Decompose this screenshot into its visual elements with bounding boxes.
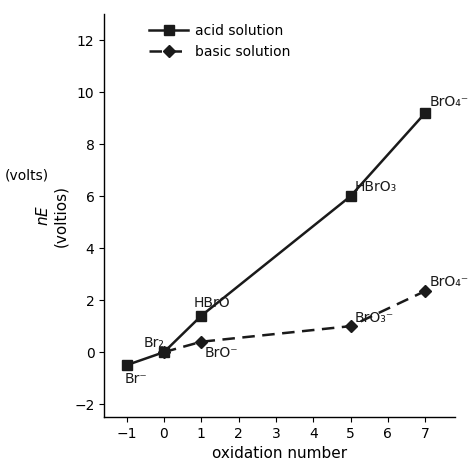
Text: (volts): (volts) — [5, 168, 49, 182]
Text: BrO₄⁻: BrO₄⁻ — [429, 275, 469, 289]
Text: Br₂: Br₂ — [144, 336, 164, 350]
acid solution — [422, 110, 428, 116]
Text: BrO₃⁻: BrO₃⁻ — [355, 311, 394, 325]
Text: BrO⁻: BrO⁻ — [205, 346, 238, 360]
basic solution — [161, 349, 167, 355]
Text: Br⁻: Br⁻ — [125, 373, 147, 386]
acid solution — [161, 349, 167, 355]
basic solution — [422, 288, 428, 294]
acid solution — [199, 313, 204, 319]
Y-axis label: $nE$
(voltios): $nE$ (voltios) — [35, 185, 69, 246]
Text: HBrO: HBrO — [194, 296, 230, 310]
Text: HBrO₃: HBrO₃ — [355, 180, 397, 194]
Line: basic solution: basic solution — [160, 287, 429, 356]
Text: BrO₄⁻: BrO₄⁻ — [429, 95, 469, 109]
acid solution — [124, 362, 129, 368]
basic solution — [348, 323, 354, 329]
acid solution — [348, 193, 354, 199]
Line: acid solution: acid solution — [122, 108, 430, 370]
X-axis label: oxidation number: oxidation number — [212, 447, 347, 461]
Legend: acid solution, basic solution: acid solution, basic solution — [146, 21, 293, 62]
basic solution — [199, 339, 204, 345]
